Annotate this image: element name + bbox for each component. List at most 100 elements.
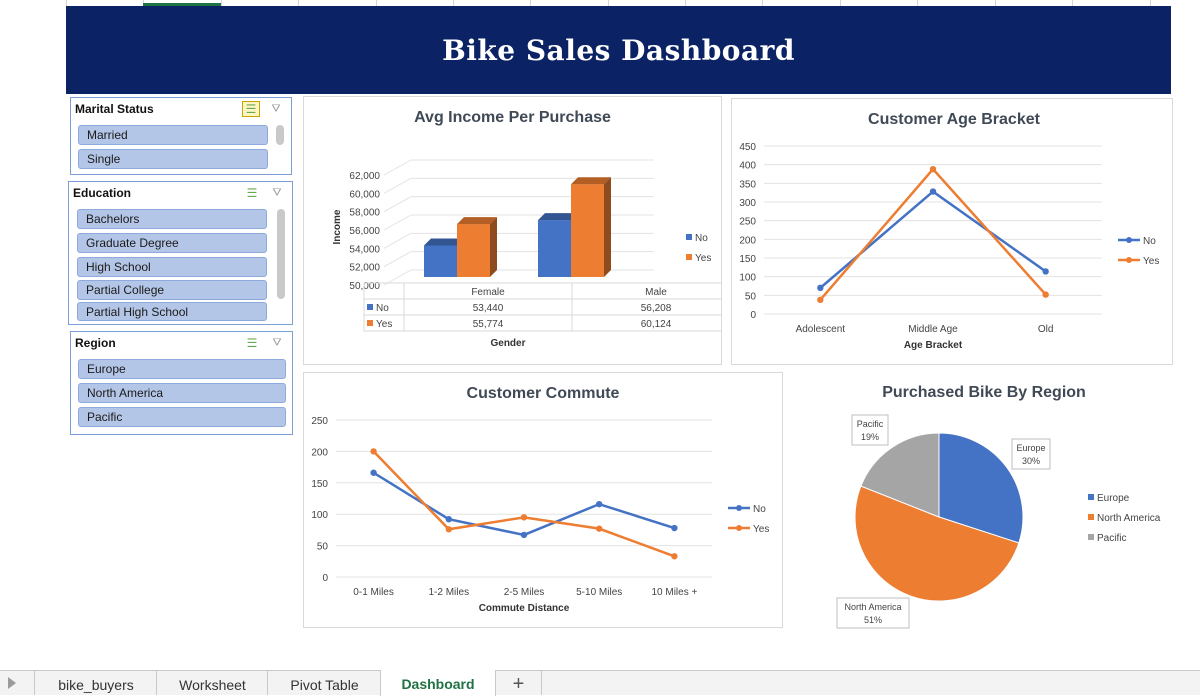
legend-key-marker xyxy=(736,525,742,531)
y-tick-label: 100 xyxy=(311,510,328,521)
clear-filter-icon[interactable]: ⛛ xyxy=(271,102,281,115)
y-tick-label: 50 xyxy=(745,291,757,302)
y-tick-label: 62,000 xyxy=(349,171,380,182)
slicer-item-partial-college[interactable]: Partial College xyxy=(77,280,267,300)
chart-title: Purchased Bike By Region xyxy=(882,384,1086,401)
gridline-depth xyxy=(383,214,412,231)
commute-chart-panel[interactable]: Customer Commute 0 50 100 150 200 250 0-1 Mile… xyxy=(303,372,783,628)
data-point-no xyxy=(929,188,937,195)
region-pie-chart-panel[interactable]: Purchased Bike By Region Europe 30% North … xyxy=(790,372,1178,630)
age-bracket-chart: 0 50 100 150 200 250 300 350 400 450 Adolescent Mid… xyxy=(739,142,1159,351)
clear-filter-icon[interactable]: ⛛ xyxy=(272,336,282,349)
dashboard-title: Bike Sales Dashboard xyxy=(442,33,795,67)
y-tick-label: 0 xyxy=(322,573,328,584)
y-tick-label: 250 xyxy=(739,217,756,228)
data-label-pct: 19% xyxy=(861,432,879,442)
avg-income-chart: 50,000 52,000 54,000 56,000 58,000 60,000 62,0… xyxy=(332,159,721,349)
legend-key-marker xyxy=(1126,257,1132,263)
age-bracket-chart-panel[interactable]: Customer Age Bracket 0 50 100 150 200 250 300 3… xyxy=(731,98,1173,365)
legend-key xyxy=(686,254,692,260)
bar-no-male xyxy=(538,220,571,277)
slicer-header: Region xyxy=(75,336,116,350)
x-tick-label: Middle Age xyxy=(908,324,958,335)
y-tick-label: 60,000 xyxy=(349,189,380,200)
gridline-depth xyxy=(383,177,412,194)
x-tick-label: 1-2 Miles xyxy=(429,587,470,598)
y-tick-label: 50 xyxy=(317,542,329,553)
y-tick-label: 200 xyxy=(739,235,756,246)
x-tick-label: Old xyxy=(1038,324,1054,335)
bar-top xyxy=(538,213,578,221)
pie-slice-europe xyxy=(938,432,1024,544)
x-tick-label: 10 Miles + xyxy=(651,587,697,598)
bar-side xyxy=(604,177,611,277)
y-tick-label: 150 xyxy=(739,254,756,265)
slicer-scrollbar[interactable] xyxy=(277,209,285,299)
legend-key xyxy=(686,234,692,240)
marital-status-slicer[interactable]: Marital Status ☰ ⛛ Married Single xyxy=(70,97,292,175)
data-point-no xyxy=(1042,268,1049,275)
education-slicer[interactable]: Education ☰ ⛛ Bachelors Graduate Degree … xyxy=(68,181,293,325)
x-axis-label: Gender xyxy=(490,338,525,349)
multi-select-icon[interactable]: ☰ xyxy=(246,336,258,350)
pie-slice-north-america xyxy=(854,485,1020,602)
legend-label: No xyxy=(1143,236,1156,247)
data-label-pct: 51% xyxy=(864,615,882,625)
x-category-label: Female xyxy=(471,287,505,298)
multi-select-icon[interactable]: ☰ xyxy=(242,101,260,117)
tab-dashboard[interactable]: Dashboard xyxy=(380,670,496,696)
slicer-item-single[interactable]: Single xyxy=(78,149,268,169)
slicer-item-pacific[interactable]: Pacific xyxy=(78,407,286,427)
data-label-box xyxy=(851,414,889,446)
data-point-yes xyxy=(671,553,678,560)
slicer-item-high-school[interactable]: High School xyxy=(77,257,267,277)
slicer-item-married[interactable]: Married xyxy=(78,125,268,145)
data-table xyxy=(363,282,721,332)
y-tick-label: 52,000 xyxy=(349,263,380,274)
legend-label: Yes xyxy=(1143,256,1159,267)
tab-pivot-table[interactable]: Pivot Table xyxy=(267,671,381,695)
commute-chart: 0 50 100 150 200 250 0-1 Miles 1-2 Miles 2-5 Mil… xyxy=(311,416,769,614)
slicer-item-bachelors[interactable]: Bachelors xyxy=(77,209,267,229)
data-point-no xyxy=(817,284,824,292)
tab-bike-buyers[interactable]: bike_buyers xyxy=(34,671,157,695)
slicer-item-north-america[interactable]: North America xyxy=(78,383,286,403)
pie-slice-pacific xyxy=(860,432,940,518)
bar-yes-female xyxy=(457,224,490,277)
series-line-no xyxy=(372,471,675,537)
multi-select-icon[interactable]: ☰ xyxy=(246,186,258,200)
table-series-label: Yes xyxy=(376,319,392,330)
legend-label: North America xyxy=(1097,513,1161,524)
legend-label: No xyxy=(695,233,708,244)
column-header-strip xyxy=(0,0,1200,6)
table-value: 60,124 xyxy=(641,319,672,330)
slicer-item-partial-high-school[interactable]: Partial High School xyxy=(77,302,267,321)
x-category-label: Male xyxy=(645,287,667,298)
table-value: 55,774 xyxy=(473,319,504,330)
y-tick-label: 0 xyxy=(750,310,756,321)
slicer-scrollbar[interactable] xyxy=(276,125,284,145)
gridline-depth xyxy=(383,251,412,268)
scroll-tabs-icon[interactable] xyxy=(8,677,16,689)
legend-key xyxy=(1088,494,1094,500)
series-line-yes xyxy=(372,450,675,558)
table-value: 56,208 xyxy=(641,303,672,314)
legend-label: Europe xyxy=(1097,493,1130,504)
tab-worksheet[interactable]: Worksheet xyxy=(156,671,268,695)
legend-key xyxy=(1088,514,1094,520)
legend-key xyxy=(1088,534,1094,540)
bar-top xyxy=(571,177,611,185)
data-point-yes xyxy=(929,165,937,173)
slicer-item-europe[interactable]: Europe xyxy=(78,359,286,379)
gridline-depth xyxy=(383,159,412,176)
region-slicer[interactable]: Region ☰ ⛛ Europe North America Pacific xyxy=(70,331,293,435)
y-axis-label: Income xyxy=(332,209,343,244)
clear-filter-icon[interactable]: ⛛ xyxy=(272,186,282,199)
table-value: 53,440 xyxy=(473,303,504,314)
data-label-pct: 30% xyxy=(1022,456,1040,466)
add-sheet-button[interactable]: + xyxy=(495,671,542,695)
avg-income-chart-panel[interactable]: Avg Income Per Purchase 50,000 52,000 54,0… xyxy=(303,96,722,365)
gridline-depth xyxy=(383,232,412,249)
slicer-item-graduate-degree[interactable]: Graduate Degree xyxy=(77,233,267,253)
dashboard-banner: Bike Sales Dashboard xyxy=(66,6,1171,94)
